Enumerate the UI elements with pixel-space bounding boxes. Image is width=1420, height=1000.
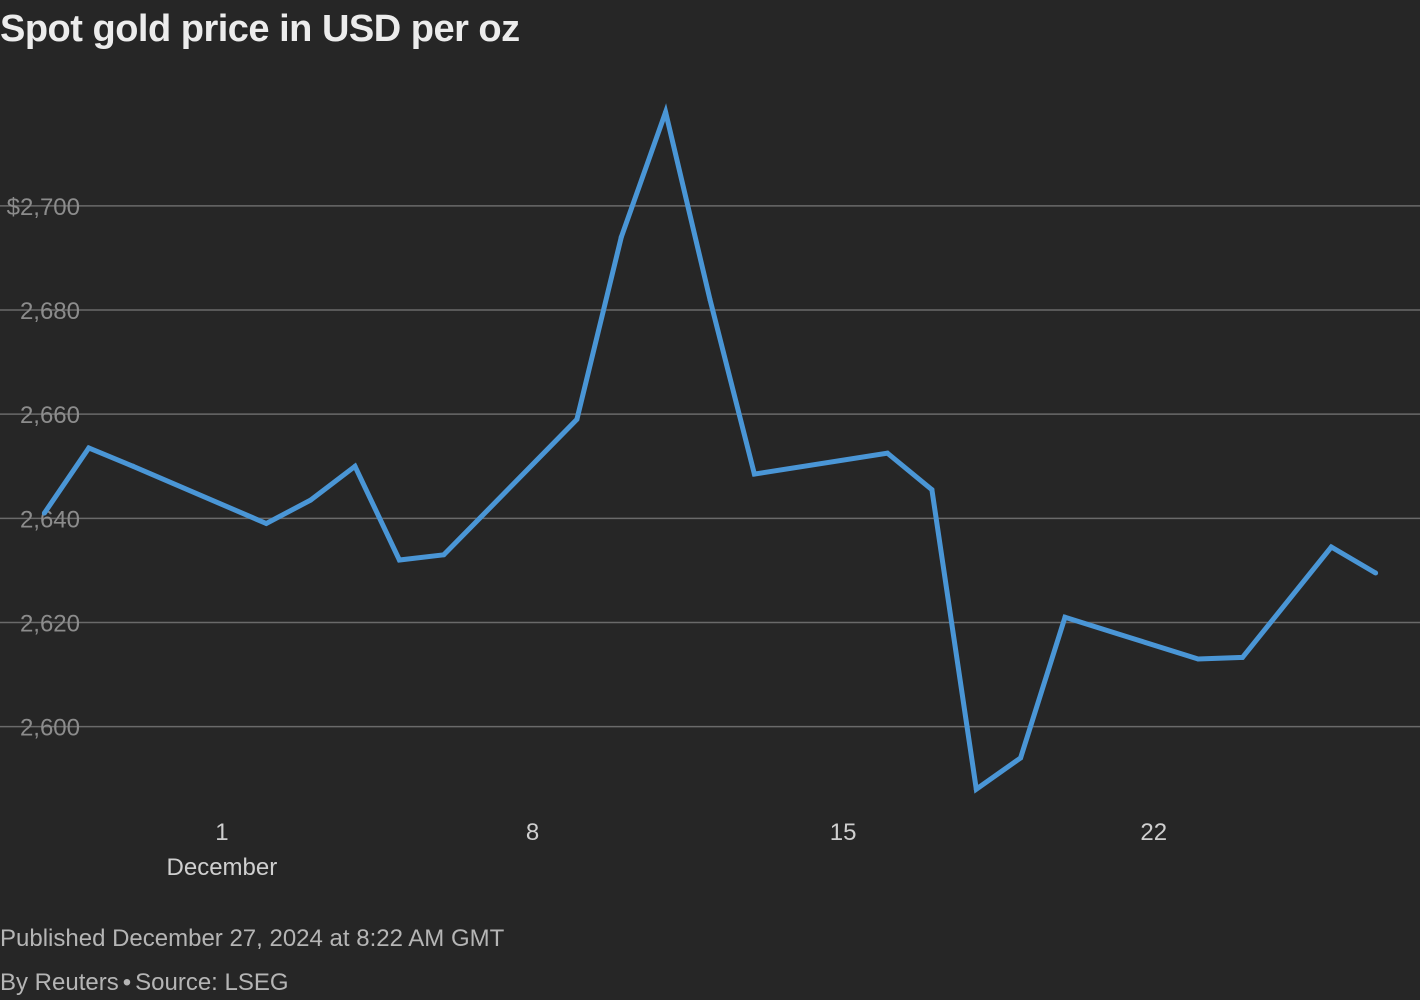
y-axis-ticks: 2,600 2,620 2,640 2,660 2,680 $2,700 bbox=[7, 194, 80, 742]
gridlines bbox=[0, 205, 1420, 728]
x-axis-month-label: December bbox=[167, 854, 278, 881]
data-point bbox=[973, 786, 979, 792]
y-tick-label: 2,600 bbox=[20, 715, 80, 742]
x-tick-label: 8 bbox=[526, 819, 539, 846]
data-point bbox=[1018, 755, 1024, 761]
y-tick-label: 2,660 bbox=[20, 402, 80, 429]
data-point bbox=[1328, 544, 1334, 550]
data-point bbox=[41, 510, 47, 516]
series-line bbox=[42, 103, 1377, 794]
published-date: Published December 27, 2024 at 8:22 AM G… bbox=[0, 925, 505, 952]
data-point bbox=[1195, 656, 1201, 662]
line-chart: 2,600 2,620 2,640 2,660 2,680 $2,700 1 Decembe… bbox=[0, 103, 1420, 881]
source-note: Source: LSEG bbox=[135, 969, 289, 996]
y-tick-label: 2,620 bbox=[20, 611, 80, 638]
data-point bbox=[751, 471, 757, 477]
data-point bbox=[263, 521, 269, 527]
separator: • bbox=[122, 969, 132, 996]
byline: By Reuters bbox=[0, 969, 119, 996]
x-axis-ticks: 1 December 8 15 22 bbox=[167, 819, 1168, 881]
data-point bbox=[352, 463, 358, 469]
chart-title: Spot gold price in USD per oz bbox=[0, 8, 520, 50]
data-point bbox=[86, 445, 92, 451]
x-tick-label: 15 bbox=[830, 819, 857, 846]
data-point bbox=[396, 557, 402, 563]
data-point bbox=[707, 297, 713, 303]
data-point bbox=[441, 552, 447, 558]
y-tick-label: 2,640 bbox=[20, 506, 80, 533]
data-point bbox=[663, 109, 669, 115]
credit-line: By Reuters • Source: LSEG bbox=[0, 969, 289, 997]
data-point bbox=[618, 234, 624, 240]
data-point bbox=[885, 450, 890, 456]
y-tick-label: $2,700 bbox=[7, 194, 80, 221]
x-tick-label: 22 bbox=[1140, 819, 1167, 846]
data-point bbox=[929, 487, 935, 493]
data-point bbox=[1373, 570, 1379, 576]
series-layer bbox=[41, 103, 1379, 794]
y-tick-label: 2,680 bbox=[20, 298, 80, 325]
data-point bbox=[308, 497, 314, 503]
x-tick-label: 1 bbox=[215, 819, 228, 846]
data-point bbox=[130, 463, 136, 469]
data-point bbox=[1062, 614, 1068, 620]
data-point bbox=[1240, 654, 1245, 660]
data-point bbox=[574, 416, 580, 422]
